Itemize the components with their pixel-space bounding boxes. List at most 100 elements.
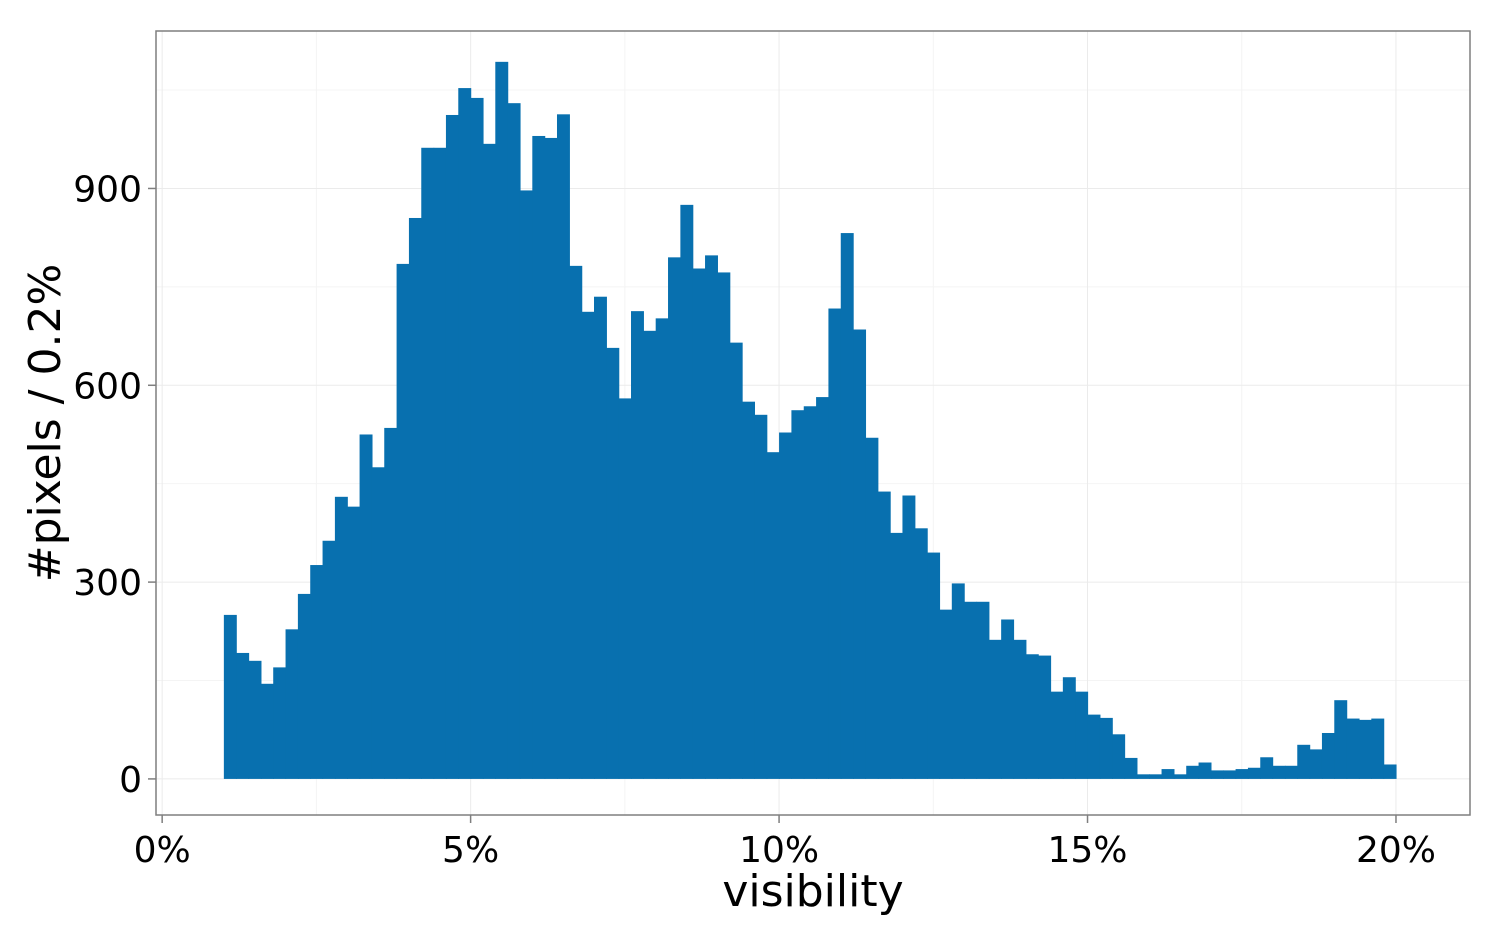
histogram-bar: [890, 532, 904, 779]
y-tick-label: 600: [73, 366, 142, 407]
histogram-bar: [779, 432, 793, 779]
histogram-bar: [1334, 700, 1348, 779]
histogram-bar: [594, 296, 607, 779]
histogram-bar: [507, 103, 521, 779]
histogram-bar: [902, 495, 916, 779]
y-axis: 0 300 600 900: [73, 169, 156, 801]
histogram-bar: [705, 255, 718, 779]
histogram-bar: [1297, 744, 1311, 779]
histogram-bar: [1383, 764, 1397, 779]
histogram-bar: [347, 506, 361, 779]
histogram-bar: [322, 540, 336, 779]
histogram-bar: [581, 311, 595, 779]
histogram-bar: [371, 467, 385, 779]
histogram-bar: [1260, 757, 1274, 779]
histogram-bar: [1149, 774, 1163, 779]
histogram-bar: [260, 683, 274, 779]
histogram-bar: [964, 601, 978, 779]
histogram-bar: [1099, 717, 1113, 779]
x-axis: 0% 5% 10% 15% 20%: [134, 815, 1436, 871]
histogram-bar: [803, 406, 817, 779]
histogram-bar: [273, 667, 287, 779]
histogram-bar: [951, 583, 965, 779]
histogram-bar: [1186, 765, 1200, 779]
y-tick-label: 300: [73, 563, 142, 604]
histogram-bar: [865, 437, 879, 779]
histogram-bar: [1001, 619, 1015, 779]
histogram-bar: [717, 272, 731, 779]
x-tick-label: 0%: [134, 830, 191, 871]
histogram-bar: [766, 452, 780, 779]
histogram-bar: [532, 135, 546, 779]
histogram-bar: [1309, 749, 1323, 779]
histogram-bar: [914, 528, 928, 779]
histogram-bar: [396, 263, 410, 779]
y-tick-label: 0: [119, 760, 142, 801]
histogram-bar: [754, 414, 768, 779]
histogram-bar: [1346, 718, 1360, 779]
histogram-bar: [1025, 654, 1039, 779]
histogram-bar: [334, 496, 348, 779]
histogram-bar: [495, 61, 509, 779]
histogram-bar: [939, 609, 953, 779]
histogram-bar: [816, 397, 830, 779]
histogram-bar: [668, 257, 681, 779]
histogram-bar: [359, 434, 373, 779]
histogram-bar: [1223, 770, 1237, 779]
histogram-bar: [1136, 774, 1150, 779]
x-axis-title: visibility: [722, 866, 903, 917]
x-tick-label: 5%: [442, 830, 499, 871]
histogram-bar: [1198, 762, 1212, 779]
x-tick-label: 20%: [1356, 830, 1436, 871]
histogram-bar: [853, 329, 867, 779]
x-tick-label: 15%: [1048, 830, 1128, 871]
histogram-bar: [618, 398, 632, 779]
histogram-bar: [1062, 677, 1076, 779]
histogram-bar: [643, 330, 657, 779]
histogram-bar: [458, 88, 472, 779]
histogram-bar: [927, 552, 941, 779]
histogram-bar: [1013, 639, 1027, 779]
histogram-bar: [569, 265, 583, 779]
histogram-bar: [631, 311, 644, 779]
histogram-bar: [840, 233, 854, 779]
histogram-bar: [384, 427, 398, 779]
histogram-bar: [729, 342, 743, 779]
histogram-bar: [1087, 714, 1101, 779]
histogram-bar: [1050, 691, 1064, 779]
y-tick-label: 900: [73, 169, 142, 210]
histogram-bar: [680, 204, 694, 779]
histogram-bar: [421, 147, 435, 779]
histogram-bar: [1075, 691, 1089, 779]
histogram-bar: [556, 114, 570, 779]
histogram-bar: [1038, 655, 1052, 779]
histogram-bar: [1112, 734, 1126, 779]
histogram-bar: [1321, 732, 1335, 779]
histogram-bar: [310, 565, 324, 779]
histogram-bar: [1235, 769, 1249, 779]
histogram-bar: [988, 639, 1002, 779]
histogram-bar: [519, 190, 533, 779]
histogram-bar: [236, 652, 250, 779]
histogram-bar: [433, 147, 447, 779]
histogram-bar: [976, 601, 990, 779]
y-axis-title: #pixels / 0.2%: [20, 264, 71, 583]
histogram-bar: [655, 318, 669, 779]
histogram-bar: [1247, 767, 1261, 779]
histogram-bar: [482, 143, 496, 779]
histogram-bar: [297, 593, 311, 779]
histogram-bar: [1371, 718, 1385, 779]
histogram-bars: [223, 61, 1397, 779]
histogram-bar: [223, 614, 237, 779]
histogram-bar: [445, 114, 459, 779]
histogram-bar: [692, 268, 706, 779]
histogram-bar: [1284, 765, 1298, 779]
histogram-bar: [1272, 765, 1286, 779]
histogram-bar: [791, 410, 805, 779]
histogram-bar: [544, 137, 558, 779]
histogram-bar: [742, 401, 755, 779]
histogram-bar: [877, 491, 891, 779]
histogram-bar: [1358, 719, 1372, 779]
histogram-bar: [285, 629, 299, 779]
